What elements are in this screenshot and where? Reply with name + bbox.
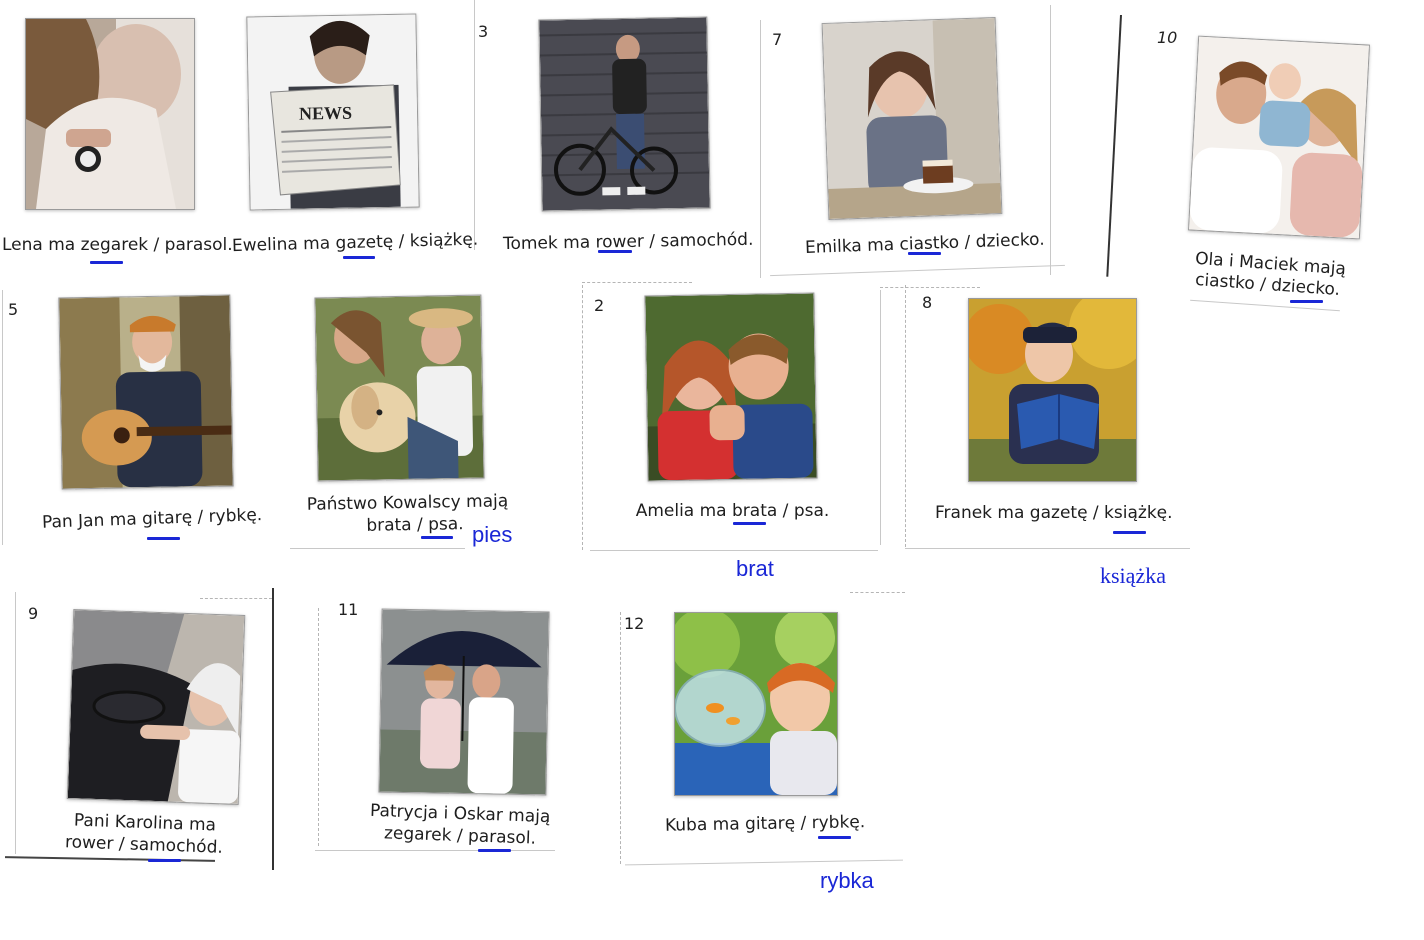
girl-boy-hug-image <box>645 293 817 481</box>
answer-underline <box>733 522 766 525</box>
card-edge <box>315 850 555 851</box>
answer-ksiazka: książka <box>1100 563 1166 588</box>
card-number: 7 <box>772 30 783 49</box>
caption-ewelina: Ewelina ma gazetę / książkę. <box>231 229 479 257</box>
card-edge <box>880 290 881 545</box>
woman-watch-image <box>26 19 194 209</box>
answer-underline <box>343 256 375 259</box>
card-number: 5 <box>8 300 19 319</box>
caption-patrycja-line2: zegarek / parasol. <box>383 823 537 849</box>
card-edge <box>590 550 878 551</box>
card-edge <box>2 290 3 545</box>
card-number: 2 <box>594 296 605 315</box>
photo-pan-jan <box>58 294 234 490</box>
card-number: 12 <box>624 614 645 633</box>
card-edge <box>625 859 903 866</box>
girl-cake-image <box>822 18 1002 219</box>
card-edge <box>474 0 475 250</box>
answer-underline <box>421 536 453 539</box>
man-bicycle-image <box>539 17 710 211</box>
photo-kuba <box>674 612 838 796</box>
boy-book-image <box>969 299 1136 481</box>
photo-karolina <box>66 609 246 805</box>
photo-patrycja-oskar <box>378 608 550 796</box>
card-edge <box>905 548 1190 549</box>
man-guitar-image <box>59 295 233 489</box>
card-number: 10 <box>1157 28 1178 47</box>
card-edge <box>880 287 980 288</box>
card-edge <box>15 592 16 854</box>
card-number: 8 <box>922 293 933 312</box>
answer-underline <box>478 849 511 852</box>
boy-goldfish-image <box>675 613 837 795</box>
answer-underline <box>147 537 180 540</box>
caption-kuba: Kuba ma gitarę / rybkę. <box>664 812 866 836</box>
family-baby-image <box>1189 36 1369 239</box>
card-edge <box>905 285 906 547</box>
photo-tomek <box>538 16 711 212</box>
card-edge <box>318 608 319 846</box>
card-edge <box>770 264 1065 277</box>
caption-kowalscy-line2: brata / psa. <box>366 514 464 536</box>
answer-brat: brat <box>736 556 774 581</box>
photo-amelia <box>644 292 818 482</box>
answer-underline <box>908 252 941 255</box>
card-number: 3 <box>478 22 489 41</box>
photo-franek <box>968 298 1137 482</box>
answer-underline <box>1113 531 1146 534</box>
card-edge <box>582 285 583 550</box>
card-edge <box>582 282 692 283</box>
photo-ewelina: NEWS <box>246 13 420 211</box>
card-edge <box>760 20 761 278</box>
card-edge <box>290 548 465 549</box>
photo-emilka <box>821 17 1003 220</box>
caption-pan-jan: Pan Jan ma gitarę / rybkę. <box>41 505 263 533</box>
caption-lena: Lena ma zegarek / parasol. <box>2 235 233 255</box>
caption-amelia: Amelia ma brata / psa. <box>635 501 830 521</box>
couple-dog-image <box>315 295 484 481</box>
answer-underline <box>90 261 123 264</box>
couple-umbrella-image <box>379 609 549 795</box>
answer-underline <box>598 250 632 253</box>
answer-underline <box>1290 300 1323 303</box>
caption-franek: Franek ma gazetę / książkę. <box>935 503 1173 523</box>
answer-underline <box>148 859 181 862</box>
card-number: 11 <box>338 600 359 619</box>
woman-car-image <box>67 610 245 804</box>
card-edge <box>1106 14 1122 277</box>
card-edge <box>1050 5 1051 275</box>
woman-newspaper-image: NEWS <box>247 14 419 210</box>
card-number: 9 <box>28 604 39 623</box>
card-edge <box>200 598 272 599</box>
photo-kowalscy <box>314 294 485 482</box>
answer-rybka: rybka <box>820 868 874 893</box>
photo-lena <box>25 18 195 210</box>
photo-ola-maciek <box>1188 35 1370 240</box>
caption-karolina-line2: rower / samochód. <box>64 832 224 858</box>
card-edge <box>620 612 621 864</box>
answer-pies: pies <box>472 522 513 547</box>
card-edge <box>272 588 274 870</box>
answer-underline <box>818 836 851 839</box>
card-edge <box>850 592 905 593</box>
newspaper-headline: NEWS <box>299 103 352 124</box>
